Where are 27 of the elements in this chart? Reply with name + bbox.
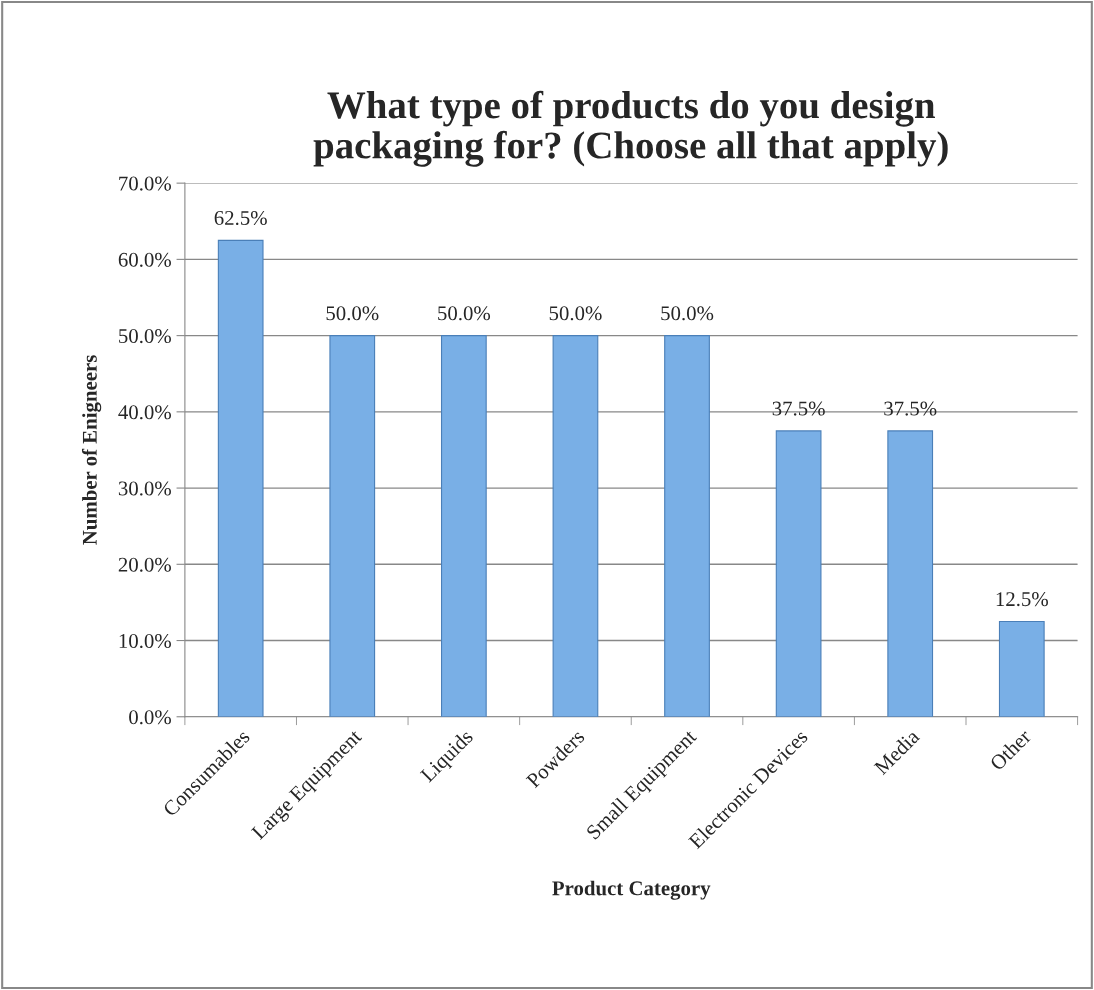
bar [440, 335, 487, 717]
chart-title: What type of products do you design packaging for? (Choose all that apply) [313, 90, 948, 167]
x-axis-title: Product Category [552, 880, 711, 900]
bar [998, 620, 1045, 717]
y-tick-label: 40.0% [118, 405, 171, 420]
bar [664, 335, 710, 717]
data-label: 50.0% [326, 306, 379, 321]
y-tick-label: 20.0% [118, 557, 171, 572]
y-axis-title: Number of Enigneers [81, 355, 102, 545]
y-tick-label: 50.0% [119, 328, 171, 344]
bar [887, 430, 934, 717]
bar [775, 430, 822, 717]
y-tick-label: 70.0% [119, 176, 171, 191]
bar [329, 335, 376, 717]
bar [217, 239, 264, 717]
bar [552, 335, 599, 717]
data-label: 50.0% [438, 306, 491, 321]
y-tick-label: 60.0% [118, 252, 171, 267]
data-label: 12.5% [996, 592, 1048, 607]
data-label: 50.0% [549, 306, 602, 321]
data-label: 62.5% [214, 210, 267, 226]
data-label: 50.0% [661, 306, 714, 321]
y-tick-label: 10.0% [119, 633, 171, 649]
y-tick-label: 0.0% [129, 710, 171, 725]
data-label: 37.5% [884, 401, 937, 416]
y-tick-label: 30.0% [118, 481, 171, 496]
data-label: 37.5% [772, 401, 825, 416]
